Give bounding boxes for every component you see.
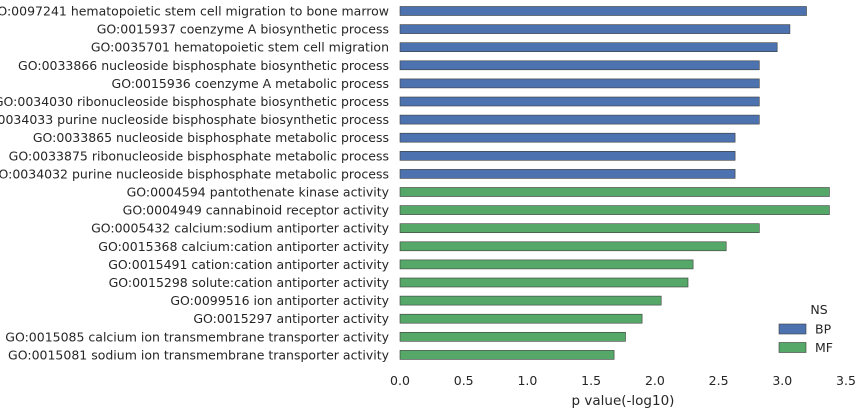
x-tick-label: 2.5 bbox=[709, 373, 729, 388]
bar-bp bbox=[399, 96, 760, 107]
legend-label-bp: BP bbox=[815, 322, 832, 337]
bar-bp bbox=[399, 60, 760, 71]
category-label: GO:0015936 coenzyme A metabolic process bbox=[112, 76, 389, 91]
bar-mf bbox=[399, 187, 830, 197]
category-label: GO:0033865 nucleoside bisphosphate metab… bbox=[33, 130, 389, 145]
bar-bp bbox=[399, 42, 778, 53]
category-label: GO:0015297 antiporter activity bbox=[193, 311, 389, 326]
category-label: GO:0015298 solute:cation antiporter acti… bbox=[109, 275, 390, 290]
legend-title: NS bbox=[810, 302, 827, 317]
x-axis-title: p value(-log10) bbox=[572, 393, 675, 409]
category-label: GO:0004949 cannabinoid receptor activity bbox=[123, 203, 390, 218]
bar-bp bbox=[399, 151, 736, 161]
x-tick-label: 0.0 bbox=[390, 373, 410, 388]
bar-mf bbox=[399, 331, 626, 342]
bar-bp bbox=[399, 24, 791, 34]
category-label: GO:0015081 sodium ion transmembrane tran… bbox=[8, 347, 390, 362]
x-tick-label: 3.0 bbox=[772, 373, 792, 388]
bar-bp bbox=[399, 114, 760, 125]
category-label: GO:0015937 coenzyme A biosynthetic proce… bbox=[97, 22, 389, 37]
category-label: GO:0033866 nucleoside bisphosphate biosy… bbox=[18, 58, 389, 73]
category-label: GO:0097241 hematopoietic stem cell migra… bbox=[0, 4, 389, 19]
x-tick-label: 1.0 bbox=[517, 373, 537, 388]
x-tick-label: 2.0 bbox=[645, 373, 665, 388]
category-label: GO:0033875 ribonucleoside bisphosphate m… bbox=[9, 148, 389, 163]
category-label: GO:0005432 calcium:sodium antiporter act… bbox=[91, 221, 390, 236]
category-label: GO:0015085 calcium ion transmembrane tra… bbox=[5, 329, 389, 344]
bars-group bbox=[399, 6, 830, 360]
bar-mf bbox=[399, 259, 694, 270]
bar-bp bbox=[399, 132, 736, 143]
category-label: GO:0034033 purine nucleoside bisphosphat… bbox=[0, 112, 389, 127]
category-label: GO:0034030 ribonucleoside bisphosphate b… bbox=[0, 94, 389, 109]
bar-bp bbox=[399, 169, 736, 179]
category-label: GO:0015491 cation:cation antiporter acti… bbox=[108, 257, 389, 272]
bar-mf bbox=[399, 277, 689, 288]
category-label: GO:0015368 calcium:cation antiporter act… bbox=[98, 239, 389, 254]
bar-bp bbox=[399, 6, 807, 16]
bar-mf bbox=[399, 205, 830, 215]
x-tick-label: 1.5 bbox=[581, 373, 601, 388]
bar-bp bbox=[399, 78, 760, 89]
bar-mf bbox=[399, 223, 760, 233]
category-label: GO:0035701 hematopoietic stem cell migra… bbox=[91, 40, 389, 55]
x-tick-label: 0.5 bbox=[454, 373, 474, 388]
bar-mf bbox=[399, 295, 662, 306]
bar-mf bbox=[399, 241, 727, 252]
category-labels-group: GO:0097241 hematopoietic stem cell migra… bbox=[0, 4, 390, 363]
category-label: GO:0034032 purine nucleoside bisphosphat… bbox=[0, 166, 389, 181]
legend-swatch-mf bbox=[778, 342, 807, 353]
legend-swatch-bp bbox=[778, 323, 807, 335]
legend-label-mf: MF bbox=[815, 340, 833, 355]
category-label: GO:0099516 ion antiporter activity bbox=[170, 293, 389, 308]
bar-mf bbox=[399, 313, 643, 324]
x-tick-label: 3.5 bbox=[836, 373, 856, 388]
x-tick-labels-group: 0.0 0.5 1.0 1.5 2.0 2.5 3.0 3.5 bbox=[390, 373, 856, 388]
bar-mf bbox=[399, 350, 615, 360]
legend: NS BP MF bbox=[778, 302, 833, 355]
category-label: GO:0004594 pantothenate kinase activity bbox=[127, 185, 390, 200]
